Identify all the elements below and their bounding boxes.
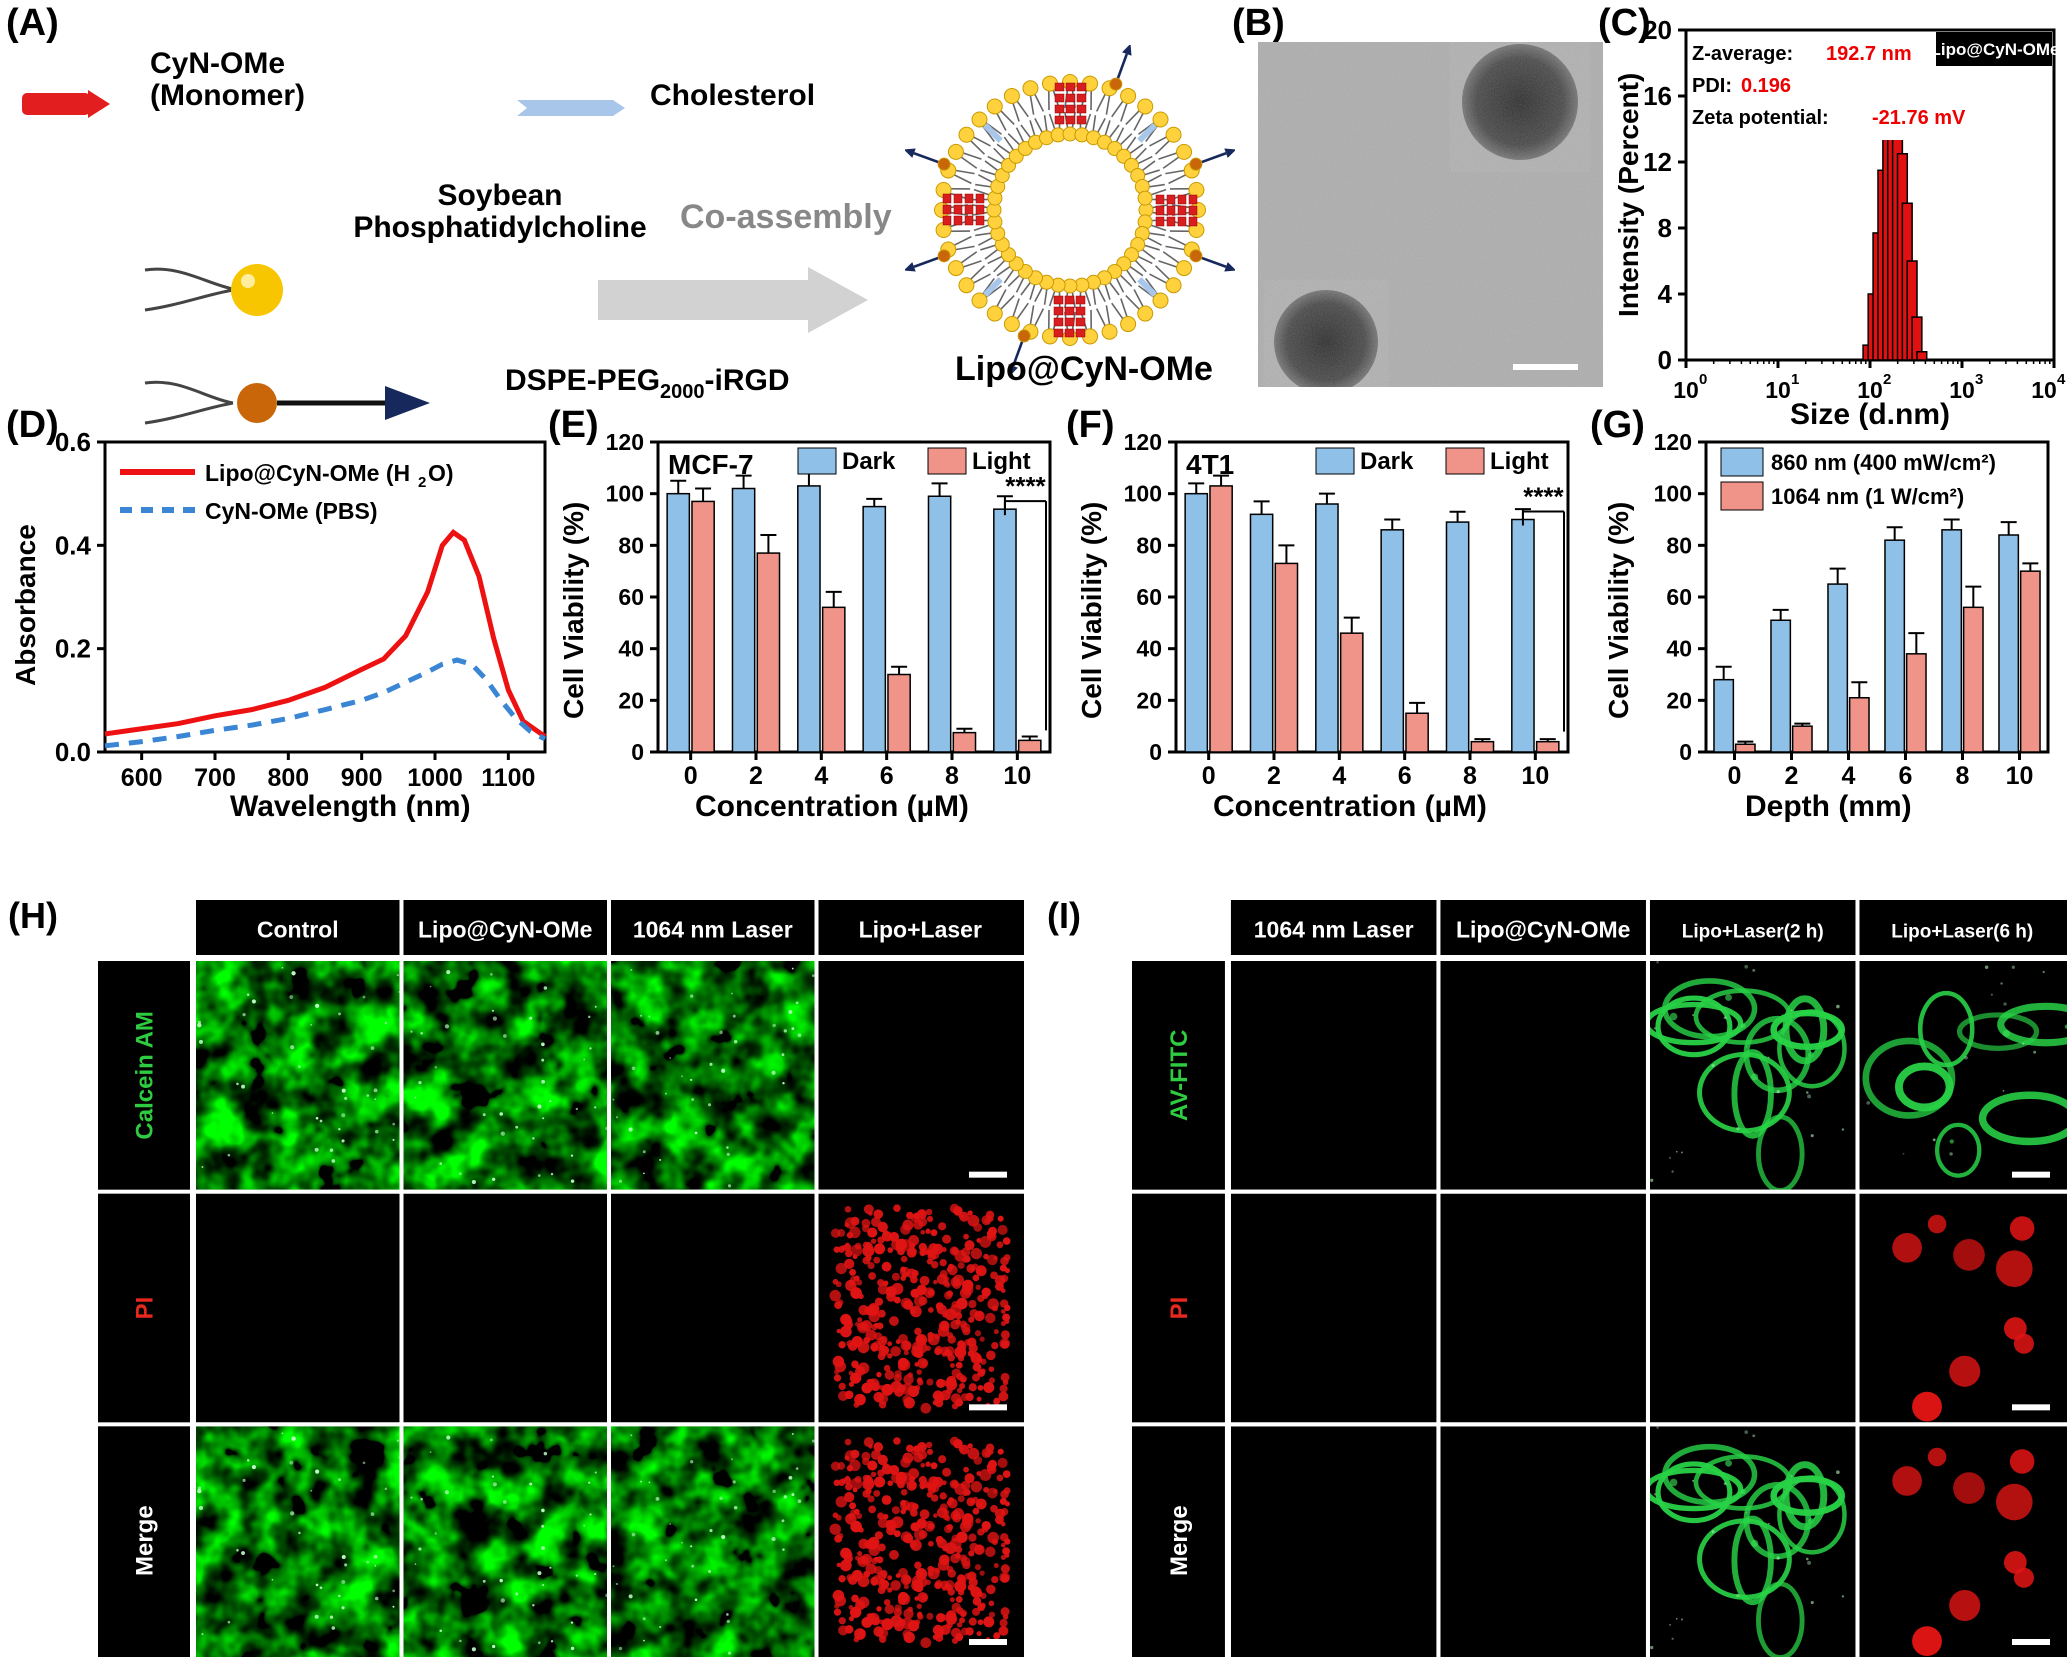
svg-text:PI: PI: [1166, 1297, 1193, 1320]
svg-text:Merge: Merge: [1166, 1505, 1193, 1576]
svg-text:Lipo+Laser(6 h): Lipo+Laser(6 h): [1891, 922, 2033, 943]
svg-text:Lipo+Laser: Lipo+Laser: [859, 917, 982, 943]
svg-text:Control: Control: [257, 917, 339, 943]
svg-text:Lipo+Laser(2 h): Lipo+Laser(2 h): [1682, 922, 1824, 943]
svg-text:Lipo@CyN-OMe: Lipo@CyN-OMe: [418, 917, 592, 943]
svg-text:Calcein AM: Calcein AM: [131, 1011, 158, 1139]
svg-text:AV-FITC: AV-FITC: [1166, 1030, 1193, 1122]
svg-text:1064 nm Laser: 1064 nm Laser: [633, 917, 793, 943]
svg-text:1064 nm Laser: 1064 nm Laser: [1254, 917, 1414, 943]
svg-text:Lipo@CyN-OMe: Lipo@CyN-OMe: [1456, 917, 1630, 943]
svg-text:Merge: Merge: [131, 1505, 158, 1576]
svg-text:PI: PI: [131, 1297, 158, 1320]
